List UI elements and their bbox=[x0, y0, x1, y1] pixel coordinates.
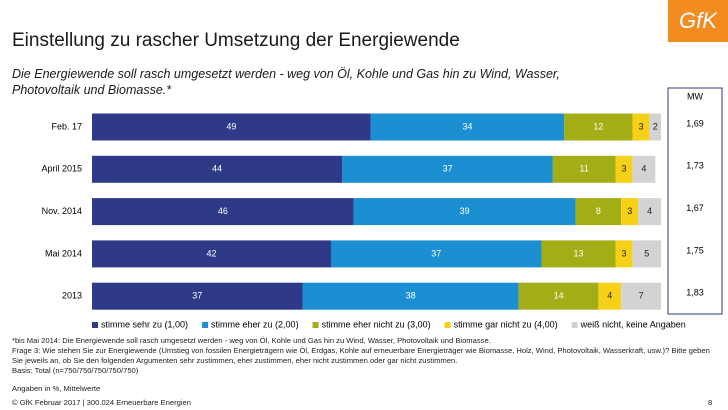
data-label: 3 bbox=[622, 164, 627, 174]
data-label: 2 bbox=[653, 121, 658, 131]
y-tick-label: Feb. 17 bbox=[51, 121, 82, 131]
legend-swatch bbox=[92, 322, 98, 328]
data-label: 14 bbox=[554, 291, 564, 301]
data-label: 39 bbox=[460, 206, 470, 216]
data-label: 46 bbox=[218, 206, 228, 216]
note: *bis Mai 2014: Die Energiewende soll ras… bbox=[12, 336, 491, 345]
units-note: Angaben in %, Mittelwerte bbox=[12, 384, 101, 393]
legend-label: stimme eher zu (2,00) bbox=[211, 319, 299, 329]
data-label: 4 bbox=[647, 206, 652, 216]
bar-segment bbox=[518, 282, 599, 310]
mean-value: 1,73 bbox=[686, 161, 704, 171]
mean-title: MW bbox=[687, 91, 703, 101]
data-label: 4 bbox=[607, 291, 612, 301]
mean-box bbox=[667, 87, 723, 315]
mean-value: 1,69 bbox=[686, 118, 704, 128]
chart-title: Einstellung zu rascher Umsetzung der Ene… bbox=[12, 30, 460, 51]
bar-segment bbox=[632, 155, 656, 183]
notes: *bis Mai 2014: Die Energiewende soll ras… bbox=[12, 336, 718, 376]
data-label: 37 bbox=[431, 248, 441, 258]
note: Basis: Total (n=750/750/750/750/750) bbox=[12, 366, 139, 375]
bar-segment bbox=[342, 155, 553, 183]
legend-swatch bbox=[312, 322, 319, 328]
y-tick-label: 2013 bbox=[62, 291, 82, 301]
bar-segment bbox=[632, 240, 661, 268]
legend-label: stimme sehr zu (1,00) bbox=[101, 319, 188, 329]
data-label: 37 bbox=[443, 164, 453, 174]
bar-segment bbox=[615, 240, 633, 268]
logo: GfK bbox=[668, 0, 728, 42]
data-label: 44 bbox=[212, 164, 222, 174]
bar-segment bbox=[92, 113, 371, 141]
y-tick-label: Mai 2014 bbox=[45, 248, 82, 258]
page-number: 8 bbox=[708, 398, 713, 407]
bar-segment bbox=[92, 155, 343, 183]
data-label: 12 bbox=[593, 121, 603, 131]
legend-swatch bbox=[444, 322, 451, 328]
data-label: 13 bbox=[573, 248, 583, 258]
legend-label: stimme gar nicht zu (4,00) bbox=[454, 319, 558, 329]
data-label: 3 bbox=[622, 248, 627, 258]
bar-segment bbox=[649, 113, 661, 141]
data-label: 11 bbox=[580, 164, 589, 174]
legend-swatch bbox=[571, 322, 578, 328]
data-label: 5 bbox=[644, 248, 649, 258]
bar-segment bbox=[92, 282, 303, 310]
bar-segment bbox=[92, 240, 331, 268]
chart-subtitle: Die Energiewende soll rasch umgesetzt we… bbox=[12, 67, 560, 97]
bar-segment bbox=[370, 113, 565, 141]
y-tick-label: April 2015 bbox=[41, 164, 82, 174]
footer: © GfK Februar 2017 | 300.024 Erneuerbare… bbox=[12, 398, 191, 407]
y-tick-label: Nov. 2014 bbox=[42, 206, 82, 216]
data-label: 3 bbox=[639, 121, 644, 131]
mean-value: 1,75 bbox=[686, 245, 704, 255]
bar-segment bbox=[621, 198, 639, 226]
bar-segment bbox=[621, 282, 661, 310]
data-label: 4 bbox=[641, 164, 646, 174]
bar-segment bbox=[92, 198, 354, 226]
bar-segment bbox=[552, 155, 616, 183]
data-label: 49 bbox=[226, 121, 236, 131]
data-label: 34 bbox=[463, 121, 473, 131]
bar-segment bbox=[564, 113, 633, 141]
mean-value: 1,67 bbox=[686, 203, 704, 213]
bar-segment bbox=[302, 282, 519, 310]
mean-value: 1,83 bbox=[686, 288, 704, 298]
data-label: 37 bbox=[192, 291, 202, 301]
bar-segment bbox=[638, 198, 661, 226]
data-label: 3 bbox=[627, 206, 632, 216]
note: Frage 3: Wie stehen Sie zur Energiewende… bbox=[12, 346, 710, 365]
data-label: 38 bbox=[406, 291, 416, 301]
bar-segment bbox=[353, 198, 576, 226]
bar-segment bbox=[615, 155, 633, 183]
data-label: 7 bbox=[639, 291, 644, 301]
legend-label: stimme eher nicht zu (3,00) bbox=[322, 319, 431, 329]
legend-swatch bbox=[202, 322, 209, 328]
data-label: 8 bbox=[596, 206, 601, 216]
bar-segment bbox=[632, 113, 650, 141]
legend-label: weiß nicht, keine Angaben bbox=[580, 319, 686, 329]
bar-segment bbox=[541, 240, 616, 268]
bar-segment bbox=[575, 198, 622, 226]
bar-segment bbox=[330, 240, 542, 268]
bar-segment bbox=[598, 282, 622, 310]
data-label: 42 bbox=[206, 248, 216, 258]
